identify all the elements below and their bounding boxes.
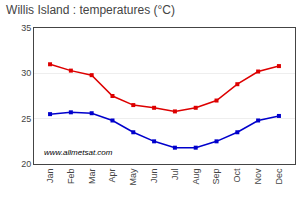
svg-text:Willis Island : temperatures (: Willis Island : temperatures (°C) <box>6 3 175 17</box>
svg-text:Nov: Nov <box>253 168 263 185</box>
svg-text:Apr: Apr <box>107 169 117 183</box>
svg-text:Dec: Dec <box>274 168 284 185</box>
svg-text:Feb: Feb <box>66 169 76 185</box>
svg-text:May: May <box>128 168 138 186</box>
svg-text:www.allmetsat.com: www.allmetsat.com <box>44 148 113 157</box>
svg-text:Jan: Jan <box>45 169 55 184</box>
svg-text:25: 25 <box>21 114 31 124</box>
svg-text:Sep: Sep <box>211 169 221 185</box>
svg-text:Oct: Oct <box>232 168 242 183</box>
svg-text:20: 20 <box>21 159 31 169</box>
svg-text:30: 30 <box>21 68 31 78</box>
svg-text:Jul: Jul <box>170 169 180 181</box>
svg-text:Mar: Mar <box>87 169 97 185</box>
svg-text:Aug: Aug <box>191 169 201 185</box>
svg-text:35: 35 <box>21 23 31 33</box>
svg-text:Jun: Jun <box>149 169 159 184</box>
